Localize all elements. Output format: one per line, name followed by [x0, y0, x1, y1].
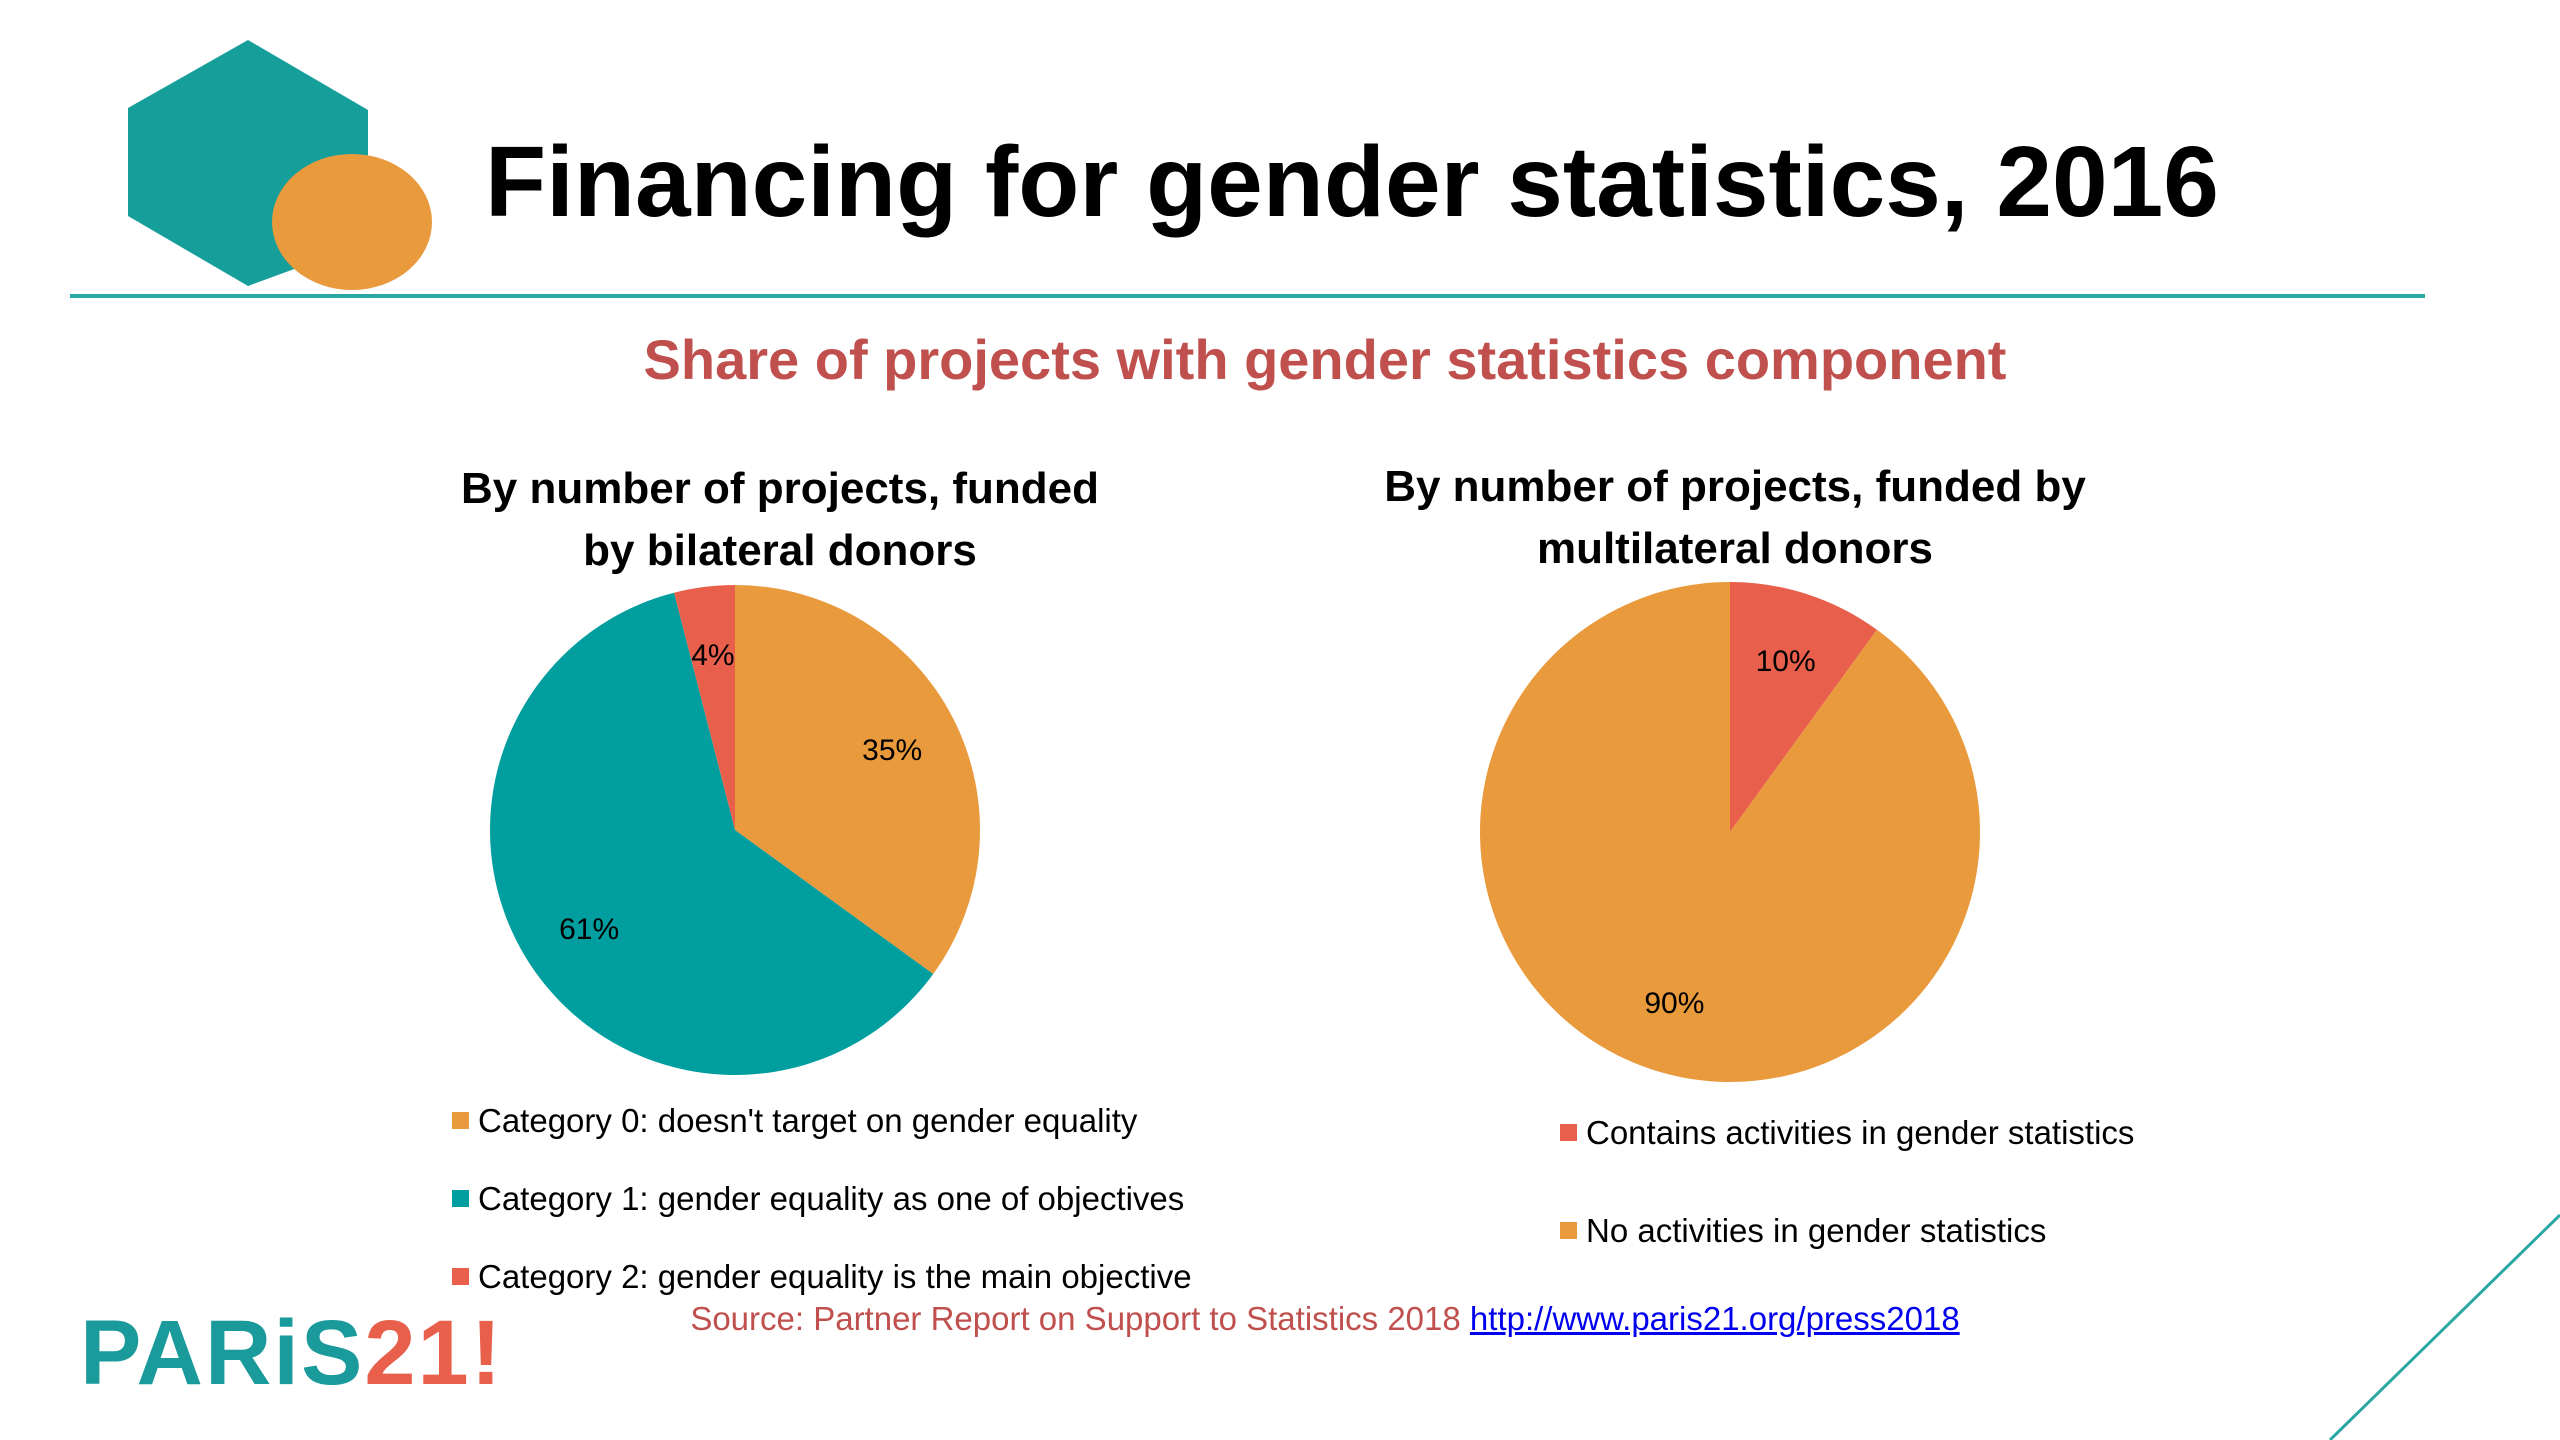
pie-slice	[674, 585, 735, 830]
corner-accent-line	[2328, 1213, 2560, 1440]
slide-title: Financing for gender statistics, 2016	[485, 126, 2219, 238]
pie-data-label: 61%	[559, 913, 619, 946]
legend-item: Category 2: gender equality is the main …	[452, 1257, 1192, 1297]
pie-slice	[1730, 582, 1877, 832]
chart-subtitle: Share of projects with gender statistics…	[643, 328, 2007, 391]
source-link[interactable]: http://www.paris21.org/press2018	[1469, 1300, 1960, 1337]
legend-swatch	[452, 1111, 469, 1129]
legend-label: Category 2: gender equality is the main …	[478, 1258, 1192, 1295]
pie-slice	[735, 585, 980, 975]
multilateral-pie-chart: 10% 90%	[1480, 582, 1980, 1082]
pie-slice	[1480, 582, 1980, 1082]
multilateral-title-line1: By number of projects, funded by	[1384, 462, 2086, 511]
orange-circle-shape	[272, 154, 432, 290]
pie-slice	[489, 592, 934, 1075]
legend-item: Category 1: gender equality as one of ob…	[452, 1179, 1184, 1219]
legend-label: No activities in gender statistics	[1586, 1212, 2047, 1249]
legend-item: Contains activities in gender statistics	[1560, 1113, 2134, 1153]
pie-data-label: 90%	[1644, 987, 1704, 1020]
bilateral-chart-title: By number of projects, funded by bilater…	[410, 458, 1150, 582]
bilateral-title-line2: by bilateral donors	[583, 526, 977, 575]
source-note: Source: Partner Report on Support to Sta…	[0, 1298, 2560, 1340]
legend-item: No activities in gender statistics	[1560, 1211, 2046, 1251]
pie-data-label: 4%	[691, 639, 734, 672]
logo-text-paris: PARiS	[80, 1302, 365, 1404]
legend-item: Category 0: doesn't target on gender equ…	[452, 1101, 1137, 1141]
legend-label: Category 1: gender equality as one of ob…	[478, 1180, 1185, 1217]
legend-swatch	[1560, 1221, 1577, 1239]
legend-swatch	[452, 1189, 469, 1207]
legend-label: Category 0: doesn't target on gender equ…	[478, 1102, 1138, 1139]
legend-swatch	[452, 1267, 469, 1285]
pie-data-label: 35%	[862, 734, 922, 767]
source-text: Source: Partner Report on Support to Sta…	[690, 1300, 1461, 1337]
logo-exclamation: !	[470, 1302, 504, 1404]
bilateral-pie-chart: 35% 61% 4%	[489, 585, 980, 1075]
logo-text-21: 21	[364, 1302, 471, 1404]
multilateral-chart-title: By number of projects, funded by multila…	[1330, 456, 2140, 580]
legend-swatch	[1560, 1123, 1577, 1141]
paris21-logo: PARiS21!	[80, 1298, 503, 1408]
legend-label: Contains activities in gender statistics	[1586, 1114, 2135, 1151]
pie-data-label: 10%	[1756, 645, 1816, 678]
multilateral-title-line2: multilateral donors	[1536, 524, 1934, 573]
bilateral-title-line1: By number of projects, funded	[460, 464, 1100, 513]
